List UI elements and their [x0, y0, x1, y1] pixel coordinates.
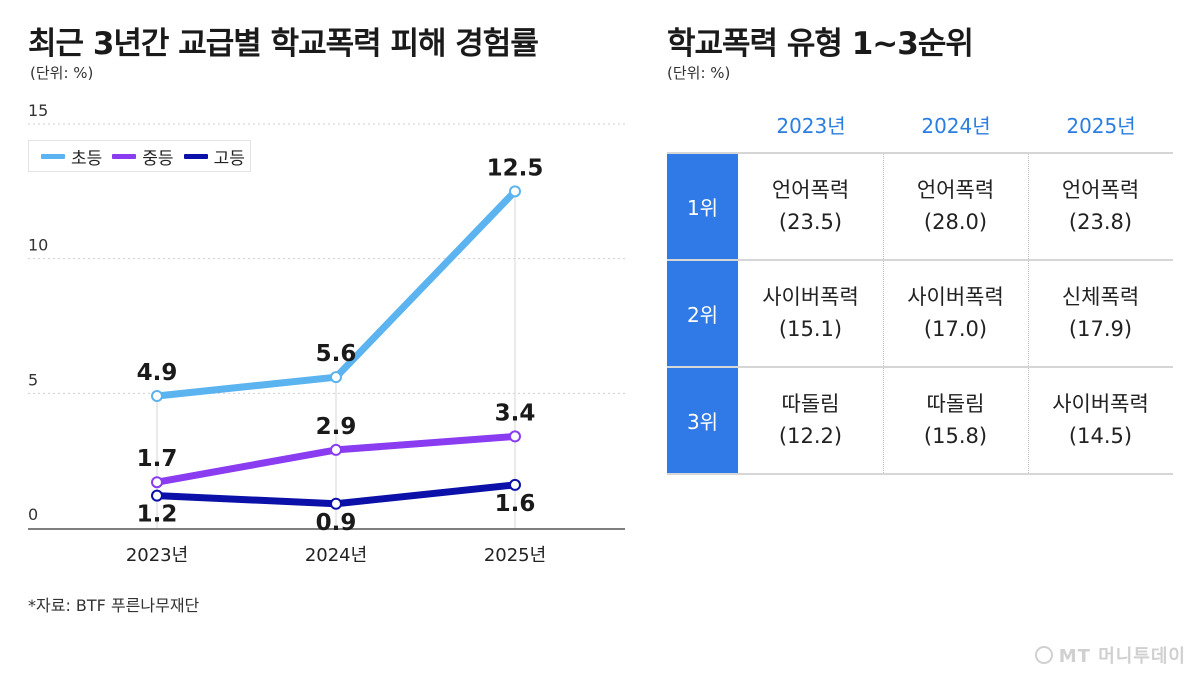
x-tick-label: 2023년	[126, 545, 188, 566]
data-point	[330, 371, 342, 384]
data-label: 4.9	[137, 360, 178, 386]
x-tick-label: 2025년	[484, 545, 546, 566]
cell-type: 따돌림	[781, 392, 840, 416]
legend-swatch-middle	[112, 153, 137, 159]
cell-value: (12.2)	[778, 423, 843, 448]
data-label: 0.9	[316, 510, 357, 536]
table-header-2023: 2023년	[776, 114, 846, 138]
rank-label: 2위	[667, 261, 738, 366]
table-row-rank-1: 1위 언어폭력 (23.5) 언어폭력 (28.0) 언어폭력 (23.8)	[667, 152, 1173, 259]
cell-type: 신체폭력	[1061, 285, 1140, 309]
data-label: 1.7	[137, 446, 178, 472]
y-tick-label: 0	[28, 505, 38, 524]
data-point	[330, 443, 342, 456]
legend-label-high: 고등	[213, 148, 245, 169]
cell-type: 사이버폭력	[907, 285, 1004, 309]
source-note: *자료: BTF 푸른나무재단	[28, 596, 200, 615]
legend-item-high: 고등	[183, 144, 245, 169]
line-chart: 0 5 10 15 2023년 2024년 2025년 4.9 5.6 12.5 1.7 2.9 3.4…	[28, 101, 625, 566]
data-point	[330, 497, 342, 510]
table-cell: 사이버폭력 (15.1)	[738, 261, 883, 366]
cell-type: 언어폭력	[771, 178, 850, 202]
data-point	[509, 430, 521, 443]
table-row-rank-2: 2위 사이버폭력 (15.1) 사이버폭력 (17.0) 신체폭력 (17.9)	[667, 259, 1173, 366]
chart-title: 최근 3년간 교급별 학교폭력 피해 경험률	[28, 26, 539, 62]
data-point	[509, 185, 521, 198]
data-label: 1.2	[137, 502, 178, 528]
legend-item-middle: 중등	[112, 144, 174, 169]
table-title: 학교폭력 유형 1~3순위	[667, 26, 974, 62]
cell-value: (23.8)	[1068, 209, 1133, 234]
data-point	[151, 390, 163, 403]
violence-type-table: 1위 언어폭력 (23.5) 언어폭력 (28.0) 언어폭력 (23.8) 2…	[667, 152, 1173, 475]
data-point	[151, 489, 163, 502]
cell-type: 사이버폭력	[762, 285, 859, 309]
data-label: 5.6	[316, 341, 357, 367]
legend-item-elementary: 초등	[41, 144, 102, 169]
cell-value: (17.0)	[923, 316, 988, 341]
table-cell: 따돌림 (12.2)	[738, 368, 883, 473]
x-tick-label: 2024년	[305, 545, 367, 566]
data-point	[509, 478, 521, 491]
chart-unit: (단위: %)	[30, 64, 94, 82]
legend-label-elementary: 초등	[71, 148, 103, 169]
data-label: 1.6	[495, 491, 536, 517]
table-row-rank-3: 3위 따돌림 (12.2) 따돌림 (15.8) 사이버폭력 (14.5)	[667, 366, 1173, 475]
legend-swatch-elementary	[41, 153, 65, 159]
logo-text: MT 머니투데이	[1058, 646, 1186, 667]
cell-value: (15.1)	[778, 316, 843, 341]
table-cell: 언어폭력 (28.0)	[883, 154, 1028, 259]
cell-type: 언어폭력	[1061, 178, 1140, 202]
data-label: 12.5	[487, 155, 544, 181]
table-unit: (단위: %)	[667, 64, 731, 82]
table-cell: 사이버폭력 (14.5)	[1028, 368, 1173, 473]
cell-value: (14.5)	[1068, 423, 1133, 448]
y-tick-label: 5	[28, 370, 38, 389]
cell-type: 따돌림	[926, 392, 985, 416]
cell-value: (15.8)	[923, 423, 988, 448]
table-header-2024: 2024년	[921, 114, 991, 138]
rank-label: 3위	[667, 368, 738, 473]
table-cell: 언어폭력 (23.8)	[1028, 154, 1173, 259]
brand-logo: MT 머니투데이	[1034, 642, 1186, 668]
cell-type: 언어폭력	[916, 178, 995, 202]
cell-type: 사이버폭력	[1052, 392, 1149, 416]
y-tick-label: 15	[28, 101, 48, 120]
y-tick-label: 10	[28, 236, 48, 255]
cell-value: (28.0)	[923, 209, 988, 234]
data-label: 2.9	[316, 414, 357, 440]
cell-value: (17.9)	[1068, 316, 1133, 341]
table-cell: 언어폭력 (23.5)	[738, 154, 883, 259]
logo-icon	[1034, 646, 1053, 664]
rank-label: 1위	[667, 154, 738, 259]
cell-value: (23.5)	[778, 209, 843, 234]
table-cell: 따돌림 (15.8)	[883, 368, 1028, 473]
chart-legend: 초등 중등 고등	[28, 140, 251, 172]
table-header-2025: 2025년	[1066, 114, 1136, 138]
legend-label-middle: 중등	[142, 148, 174, 169]
data-label: 3.4	[495, 400, 536, 426]
table-cell: 신체폭력 (17.9)	[1028, 261, 1173, 366]
data-point	[151, 476, 163, 489]
legend-swatch-high	[183, 153, 208, 159]
table-cell: 사이버폭력 (17.0)	[883, 261, 1028, 366]
